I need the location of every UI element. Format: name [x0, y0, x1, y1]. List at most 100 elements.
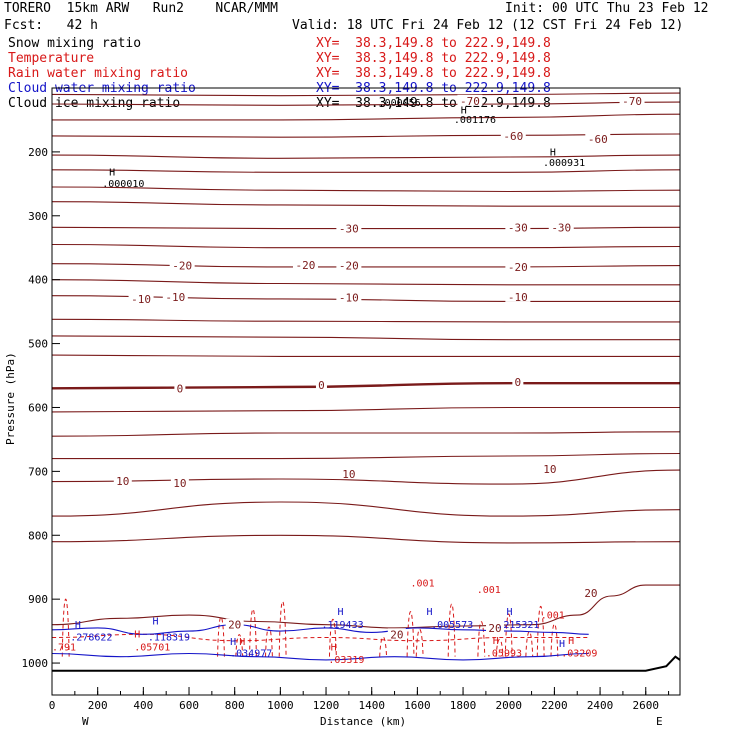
rain-contour [415, 629, 424, 657]
contour-label-bg [387, 628, 406, 640]
extremum-label: H [427, 607, 433, 618]
isotherm--30 [51, 226, 681, 230]
x-tick-label: 0 [49, 699, 56, 712]
contour-label-bg [512, 375, 524, 387]
contour-label: -60 [503, 130, 523, 143]
contour-label-bg [486, 621, 505, 633]
contour-label: -70 [460, 95, 480, 108]
extremum-label: H [230, 637, 236, 648]
isotherm--50a [51, 154, 681, 159]
isotherm--50b [51, 169, 681, 173]
isotherm-0a [51, 354, 680, 357]
rain-contour [265, 626, 273, 657]
extremum-label: .05701 [134, 642, 170, 653]
contour-label: 0 [318, 379, 325, 392]
extremum-label: .278622 [70, 633, 112, 644]
extremum-label: H [134, 629, 140, 640]
extremum-label: .03209 [561, 649, 597, 660]
x-tick-label: 600 [179, 699, 199, 712]
contour-label-bg [113, 474, 132, 486]
x-tick-label: 2400 [587, 699, 614, 712]
y-axis-label: Pressure (hPa) [4, 352, 17, 445]
legend-rain-xy: XY= 38.3,149.8 to 222.9,149.8 [316, 66, 551, 81]
contour-label: 20 [584, 587, 597, 600]
x-tick-label: 2600 [632, 699, 659, 712]
contour-label: 0 [177, 382, 184, 395]
isotherm--70 [51, 92, 681, 97]
rain-contour-base [51, 633, 589, 642]
extremum-label: .001 [411, 578, 435, 589]
rain-contour [495, 638, 504, 657]
x-tick-label: 1800 [450, 699, 477, 712]
legend-temperature-xy: XY= 38.3,149.8 to 222.9,149.8 [316, 51, 551, 66]
contour-label-bg [505, 260, 531, 272]
extremum-label: .03319 [328, 655, 364, 666]
contour-label: -30 [551, 221, 571, 234]
contour-label-bg [457, 94, 483, 106]
isotherm-0 [51, 381, 680, 390]
contour-label-bg [336, 259, 362, 271]
contour-label: -20 [296, 259, 316, 272]
isotherm-10d [51, 534, 681, 544]
contour-label: -70 [622, 95, 642, 108]
extremum-label: H [109, 168, 115, 179]
extremum-label: H [506, 607, 512, 618]
contour-label: 10 [116, 475, 129, 488]
contour-label-bg [548, 221, 574, 233]
extremum-label: H [337, 607, 343, 618]
x-tick-label: 2200 [541, 699, 568, 712]
contour-label: 10 [543, 463, 556, 476]
extremum-label: .215321 [497, 620, 539, 631]
isotherm--20 [51, 263, 681, 268]
contour-label: -20 [339, 260, 359, 273]
extremum-label: .001 [541, 610, 565, 621]
isotherm--70b [51, 101, 681, 106]
extremum-label: .05993 [486, 649, 522, 660]
isotherm-10c [51, 501, 681, 517]
contour-label-bg [336, 291, 362, 303]
isotherm--10 [51, 295, 680, 302]
extremum-label: .005573 [431, 620, 473, 631]
x-tick-label: 1000 [267, 699, 294, 712]
rain-contour [550, 623, 559, 657]
extremum-label: .119433 [321, 620, 363, 631]
y-tick-label: 1000 [22, 657, 49, 670]
forecast-hour: Fcst: 42 h [4, 18, 98, 33]
extremum-label: H [239, 637, 245, 648]
y-tick-label: 400 [28, 274, 48, 287]
extremum-label: H [493, 636, 499, 647]
contour-label: -10 [165, 291, 185, 304]
extremum-label: H [75, 620, 81, 631]
rain-contour [61, 598, 70, 657]
contour-label: -10 [339, 292, 359, 305]
rain-contour [406, 611, 415, 657]
contour-label-bg [581, 586, 600, 598]
rain-contour [278, 601, 287, 657]
east-label: E [656, 715, 663, 728]
extremum-label: .000056 [379, 98, 421, 109]
isotherm-10a [51, 431, 681, 437]
contour-label-bg [540, 462, 559, 474]
cloud-water-contour-lower [51, 652, 589, 661]
contour-label-bg [500, 129, 526, 141]
contour-label-bg [585, 133, 611, 145]
contour-label-bg [225, 618, 244, 630]
contour-label-bg [162, 290, 188, 302]
contour-label-bg [505, 290, 531, 302]
rain-contour [217, 616, 225, 657]
contour-label-bg [170, 476, 189, 488]
extremum-label: .001 [477, 585, 501, 596]
rain-contour [328, 619, 337, 657]
init-time: Init: 00 UTC Thu 23 Feb 12 [505, 1, 709, 16]
contour-label: -10 [131, 293, 151, 306]
rain-contour [235, 634, 244, 657]
y-tick-label: 200 [28, 146, 48, 159]
extremum-label: H [559, 639, 565, 650]
contour-label-bg [315, 379, 327, 391]
contour-label-bg [619, 94, 645, 106]
contour-label: -30 [508, 221, 528, 234]
x-tick-label: 2000 [495, 699, 522, 712]
rain-contour [477, 621, 486, 657]
extremum-label: .118319 [148, 633, 190, 644]
